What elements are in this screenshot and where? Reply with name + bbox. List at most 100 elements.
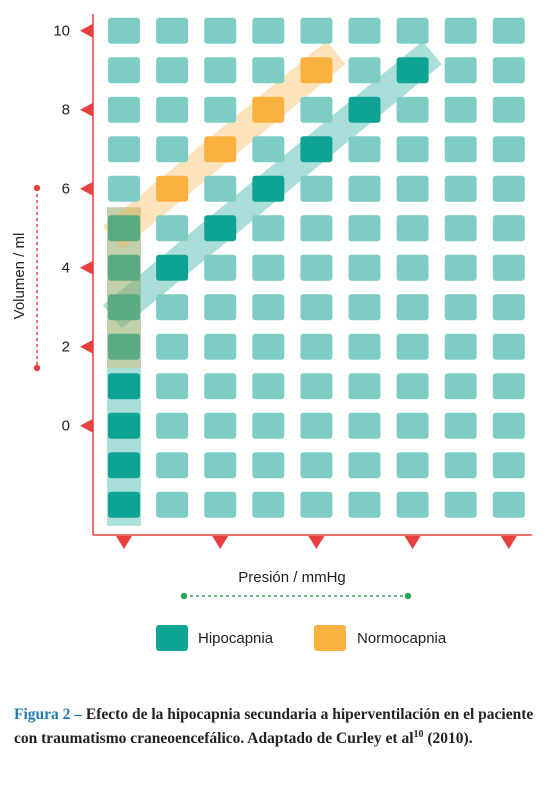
grid-cell <box>348 294 381 321</box>
grid-cell <box>396 96 429 123</box>
grid-cell <box>252 254 285 281</box>
grid-cell <box>492 412 525 439</box>
grid-cell <box>108 136 140 163</box>
grid-cell <box>204 254 237 281</box>
x-tick-marker <box>308 536 325 549</box>
grid-cell <box>492 215 525 242</box>
grid-cell <box>444 491 477 518</box>
grid-cell <box>204 175 237 202</box>
grid-cell <box>156 452 189 479</box>
y-tick-label: 2 <box>62 339 70 356</box>
grid-cell <box>300 294 333 321</box>
y-tick-marker <box>80 181 93 196</box>
y-axis-ticks: 0 2 4 6 8 10 <box>53 23 93 435</box>
overlap-cell <box>108 294 140 321</box>
caption-text: Efecto de la hipocapnia secundaria a hip… <box>14 706 534 747</box>
grid-cell <box>492 136 525 163</box>
grid-cell <box>300 17 333 44</box>
overlap-cell <box>108 333 140 360</box>
hypocapnia-cell <box>252 175 285 202</box>
grid-cell <box>204 57 237 84</box>
grid-cell <box>348 373 381 400</box>
grid-cell <box>252 136 285 163</box>
grid-cells <box>108 17 525 518</box>
grid-cell <box>348 412 381 439</box>
caption-ref: 10 <box>413 728 424 740</box>
grid-cell <box>396 373 429 400</box>
grid-cell <box>204 373 237 400</box>
trend-bands <box>102 41 442 526</box>
overlap-cell <box>108 215 140 242</box>
grid-cell <box>156 294 189 321</box>
hypocapnia-cell <box>108 373 140 400</box>
grid-cell <box>204 412 237 439</box>
grid-cell <box>348 333 381 360</box>
grid-cell <box>300 96 333 123</box>
grid-cell <box>444 412 477 439</box>
grid-cell <box>252 452 285 479</box>
grid-cell <box>492 333 525 360</box>
normocapnia-cell <box>300 57 333 84</box>
grid-cell <box>156 333 189 360</box>
grid-cell <box>444 373 477 400</box>
grid-cell <box>492 491 525 518</box>
grid-cell <box>156 491 189 518</box>
grid-cell <box>156 96 189 123</box>
grid-cell <box>108 17 140 44</box>
grid-cell <box>492 17 525 44</box>
grid-cell <box>396 294 429 321</box>
grid-cell <box>300 373 333 400</box>
hypocapnia-cell <box>108 412 140 439</box>
grid-cell <box>492 96 525 123</box>
grid-cell <box>492 175 525 202</box>
grid-cell <box>444 254 477 281</box>
legend-label-normocapnia: Normocapnia <box>357 630 447 647</box>
grid-cell <box>252 17 285 44</box>
grid-cell <box>492 57 525 84</box>
grid-cell <box>156 136 189 163</box>
grid-cell <box>348 57 381 84</box>
x-axis-title: Presión / mmHg <box>238 569 346 586</box>
legend-swatch-normocapnia <box>314 625 346 651</box>
normocapnia-cell <box>204 136 237 163</box>
legend-label-hypocapnia: Hipocapnia <box>198 630 274 647</box>
normocapnia-cell <box>156 175 189 202</box>
grid-cell <box>156 373 189 400</box>
hypocapnia-cell <box>108 452 140 479</box>
grid-cell <box>300 452 333 479</box>
y-tick-label: 8 <box>62 102 70 119</box>
grid-cell <box>444 17 477 44</box>
hypocapnia-cell <box>348 96 381 123</box>
y-tick-label: 10 <box>53 23 70 40</box>
grid-cell <box>492 452 525 479</box>
grid-cell <box>204 96 237 123</box>
grid-cell <box>156 17 189 44</box>
grid-cell <box>492 373 525 400</box>
grid-cell <box>252 333 285 360</box>
grid-cell <box>396 254 429 281</box>
grid-cell <box>492 254 525 281</box>
y-tick-label: 6 <box>62 181 70 198</box>
grid-cell <box>204 333 237 360</box>
y-tick-label: 0 <box>62 418 70 435</box>
grid-cell <box>444 136 477 163</box>
grid-cell <box>444 215 477 242</box>
overlap-cell <box>108 254 140 281</box>
y-tick-marker <box>80 418 93 433</box>
grid-cell <box>348 136 381 163</box>
grid-cell <box>108 96 140 123</box>
x-axis-markers <box>116 536 517 549</box>
grid-cell <box>300 254 333 281</box>
grid-cell <box>348 175 381 202</box>
grid-cell <box>396 17 429 44</box>
grid-cell <box>396 452 429 479</box>
figure-caption: Figura 2 – Efecto de la hipocapnia secun… <box>14 703 534 751</box>
grid-cell <box>444 175 477 202</box>
grid-cell <box>348 215 381 242</box>
y-tick-marker <box>80 260 93 275</box>
grid-cell <box>204 491 237 518</box>
grid-cell <box>204 452 237 479</box>
grid-cell <box>204 294 237 321</box>
grid-cell <box>396 412 429 439</box>
